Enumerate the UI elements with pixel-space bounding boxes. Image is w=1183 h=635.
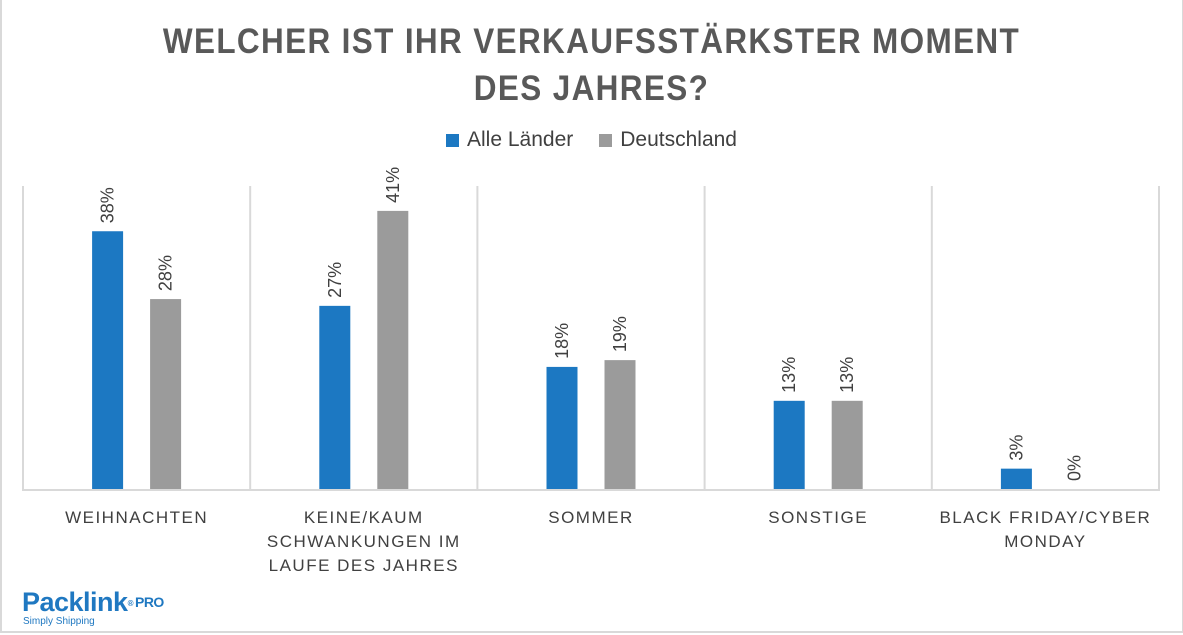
logo-tagline: Simply Shipping — [23, 616, 95, 627]
logo-wordmark: Packlink — [22, 587, 128, 617]
bar-deutschland — [604, 360, 636, 489]
data-label: 41% — [383, 167, 403, 203]
data-label: 13% — [837, 357, 857, 393]
category-label: BLACK FRIDAY/CYBER MONDAY — [939, 508, 1152, 551]
category-label: SOMMER — [548, 508, 634, 527]
packlink-pro-logo: Packlink® PRO Simply Shipping — [22, 588, 164, 628]
bar-alle-laender — [546, 366, 578, 489]
legend-swatch-deutschland — [599, 133, 613, 147]
category-label: KEINE/KAUM SCHWANKUNGEN IM LAUFE DES JAH… — [266, 508, 461, 575]
data-label: 3% — [1006, 435, 1026, 461]
bar-alle-laender — [92, 231, 124, 489]
data-label: 18% — [552, 323, 572, 359]
data-label: 0% — [1064, 455, 1084, 481]
data-label: 13% — [779, 357, 799, 393]
legend-item-alle-laender: Alle Länder — [446, 128, 573, 152]
logo-registered-mark: ® — [127, 599, 134, 608]
data-label: 38% — [98, 187, 118, 223]
data-label: 19% — [610, 316, 630, 352]
bar-alle-laender — [773, 400, 805, 489]
chart-title-line-1: WELCHER IST IHR VERKAUFSSTÄRKSTER MOMENT — [162, 22, 1021, 61]
category-label: SONSTIGE — [768, 508, 869, 527]
legend-swatch-alle-laender — [446, 133, 459, 147]
category-label: WEIHNACHTEN — [65, 508, 209, 527]
bar-alle-laender — [1000, 468, 1032, 489]
bar-deutschland — [150, 299, 182, 489]
chart-legend: Alle Länder Deutschland — [0, 128, 1183, 152]
chart-title: WELCHER IST IHR VERKAUFSSTÄRKSTER MOMENT… — [59, 18, 1124, 112]
legend-label-deutschland: Deutschland — [620, 128, 737, 151]
bar-deutschland — [831, 400, 863, 489]
data-label: 28% — [156, 255, 176, 291]
logo-pro-badge: PRO — [134, 594, 164, 610]
bar-deutschland — [377, 210, 409, 489]
legend-label-alle-laender: Alle Länder — [467, 128, 574, 151]
bar-alle-laender — [319, 305, 351, 489]
data-label: 27% — [325, 262, 345, 298]
legend-item-deutschland: Deutschland — [599, 128, 737, 152]
chart-title-line-2: DES JAHRES? — [473, 69, 710, 108]
